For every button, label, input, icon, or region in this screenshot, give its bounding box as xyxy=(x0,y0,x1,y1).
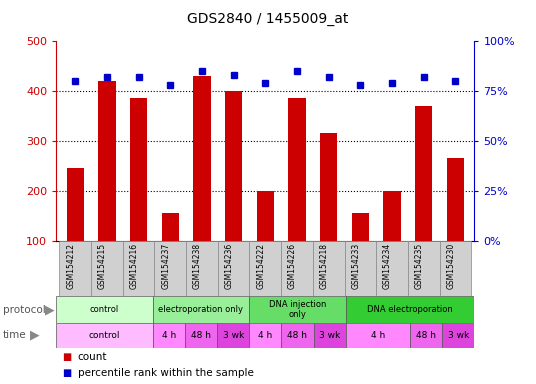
Text: count: count xyxy=(78,352,107,362)
Bar xyxy=(376,241,408,296)
Bar xyxy=(59,241,91,296)
Text: control: control xyxy=(89,331,120,339)
Bar xyxy=(153,296,249,323)
Text: control: control xyxy=(90,305,119,314)
Text: 4 h: 4 h xyxy=(258,331,272,339)
Bar xyxy=(281,323,314,348)
Text: GSM154215: GSM154215 xyxy=(98,243,107,289)
Text: 3 wk: 3 wk xyxy=(448,331,469,339)
Bar xyxy=(249,241,281,296)
Bar xyxy=(288,98,306,241)
Text: GSM154234: GSM154234 xyxy=(383,243,392,289)
Text: DNA injection
only: DNA injection only xyxy=(269,300,326,319)
Bar xyxy=(440,241,471,296)
Text: ■: ■ xyxy=(62,352,71,362)
Text: protocol: protocol xyxy=(3,305,46,314)
Bar xyxy=(123,241,154,296)
Text: GSM154238: GSM154238 xyxy=(193,243,202,289)
Text: GSM154216: GSM154216 xyxy=(130,243,139,289)
Bar xyxy=(186,241,218,296)
Bar xyxy=(320,134,337,241)
Bar xyxy=(56,323,153,348)
Bar xyxy=(91,241,123,296)
Bar xyxy=(56,296,153,323)
Text: GSM154212: GSM154212 xyxy=(66,243,75,289)
Bar xyxy=(66,168,84,241)
Bar xyxy=(352,214,369,241)
Text: GDS2840 / 1455009_at: GDS2840 / 1455009_at xyxy=(187,12,349,25)
Bar xyxy=(257,191,274,241)
Bar xyxy=(314,323,346,348)
Text: GSM154235: GSM154235 xyxy=(415,243,423,289)
Bar xyxy=(281,241,313,296)
Text: GSM154230: GSM154230 xyxy=(446,243,456,289)
Text: percentile rank within the sample: percentile rank within the sample xyxy=(78,368,254,378)
Bar xyxy=(193,76,211,241)
Bar xyxy=(346,323,410,348)
Bar xyxy=(249,323,281,348)
Text: 48 h: 48 h xyxy=(416,331,436,339)
Text: GSM154233: GSM154233 xyxy=(351,243,360,289)
Text: GSM154218: GSM154218 xyxy=(319,243,329,289)
Bar xyxy=(98,81,116,241)
Bar xyxy=(410,323,442,348)
Text: time: time xyxy=(3,330,26,340)
Bar xyxy=(313,241,345,296)
Text: GSM154222: GSM154222 xyxy=(256,243,265,289)
Text: DNA electroporation: DNA electroporation xyxy=(367,305,453,314)
Bar xyxy=(442,323,474,348)
Text: electroporation only: electroporation only xyxy=(159,305,243,314)
Text: 48 h: 48 h xyxy=(287,331,308,339)
Bar xyxy=(161,214,179,241)
Bar xyxy=(446,158,464,241)
Text: 4 h: 4 h xyxy=(371,331,385,339)
Bar xyxy=(218,241,249,296)
Text: 48 h: 48 h xyxy=(191,331,211,339)
Text: GSM154237: GSM154237 xyxy=(161,243,170,289)
Bar xyxy=(153,323,185,348)
Bar xyxy=(225,91,242,241)
Bar xyxy=(130,98,147,241)
Bar xyxy=(345,241,376,296)
Bar xyxy=(415,106,433,241)
Text: GSM154226: GSM154226 xyxy=(288,243,297,289)
Bar xyxy=(408,241,440,296)
Text: 4 h: 4 h xyxy=(162,331,176,339)
Text: ▶: ▶ xyxy=(29,329,39,341)
Bar xyxy=(249,296,346,323)
Bar xyxy=(217,323,249,348)
Bar xyxy=(346,296,474,323)
Bar xyxy=(383,191,401,241)
Text: 3 wk: 3 wk xyxy=(319,331,340,339)
Text: ■: ■ xyxy=(62,368,71,378)
Bar xyxy=(185,323,217,348)
Bar xyxy=(154,241,186,296)
Text: ▶: ▶ xyxy=(44,303,54,316)
Text: 3 wk: 3 wk xyxy=(222,331,244,339)
Text: GSM154236: GSM154236 xyxy=(225,243,234,289)
